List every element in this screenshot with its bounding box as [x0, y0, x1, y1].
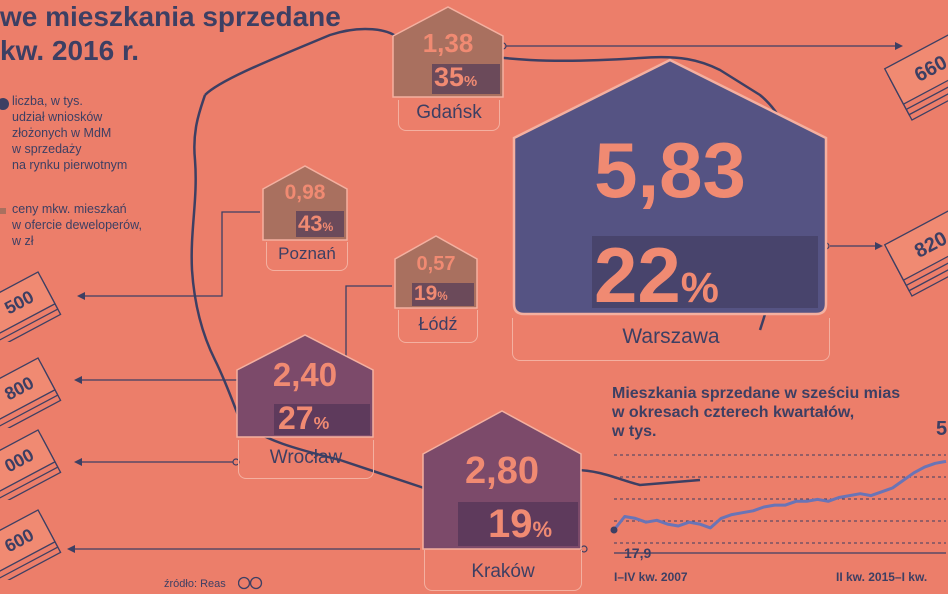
bill-stack-left-4: 600 — [0, 509, 62, 580]
house-wroclaw: 2,40 27% — [236, 334, 374, 438]
legend-line-6: ceny mkw. mieszkań — [12, 202, 127, 216]
warszawa-count: 5,83 — [594, 126, 746, 214]
legend-count-icon — [0, 98, 9, 110]
wroclaw-count: 2,40 — [272, 356, 338, 393]
lodz-share-value: 19 — [414, 282, 438, 305]
chart-title-line-1: Mieszkania sprzedane w sześciu mias — [612, 385, 901, 402]
chart-first-value-label: 17,9 — [624, 545, 652, 561]
connector-lines — [75, 45, 895, 550]
legend-line-3: złożonych w MdM — [12, 126, 112, 140]
title-line-1: we mieszkania sprzedane — [0, 1, 341, 32]
house-warszawa: 5,83 22% — [512, 58, 828, 316]
krakow-share: 19% — [488, 502, 552, 547]
chart-x-end-label: II kw. 2015–I kw. — [836, 570, 928, 584]
chart-x-start-label: I–IV kw. 2007 — [614, 570, 688, 584]
warszawa-share: 22% — [594, 234, 719, 329]
chart-first-point — [610, 526, 618, 534]
poznan-share-value: 43 — [298, 211, 323, 236]
poznan-count: 0,98 — [284, 181, 326, 204]
legend-line-4: w sprzedaży — [12, 142, 82, 156]
legend-price-icon — [0, 208, 6, 214]
label-poznan: Poznań — [266, 242, 348, 271]
source-note: źródło: Reas — [164, 578, 226, 590]
krakow-name: Kraków — [471, 561, 535, 582]
poznan-name: Poznań — [278, 244, 336, 263]
house-krakow: 2,80 19% — [422, 410, 582, 550]
house-wroclaw-shape — [236, 334, 374, 438]
lodz-pct-sign: % — [437, 291, 448, 303]
house-lodz: 0,57 19% — [394, 235, 478, 309]
bill-stack-left-1: 500 — [0, 271, 62, 342]
poland-outline-west — [190, 94, 431, 492]
krakow-count: 2,80 — [465, 450, 539, 492]
chart-grid — [614, 454, 946, 554]
poland-outline-south — [574, 468, 701, 487]
legend-line-7: w ofercie deweloperów, — [12, 218, 142, 232]
line-chart — [610, 454, 947, 554]
warszawa-name: Warszawa — [622, 325, 720, 348]
legend-line-8: w zł — [12, 234, 34, 248]
wroclaw-share-value: 27 — [278, 400, 314, 436]
poznan-share: 43% — [298, 211, 333, 237]
house-poznan: 0,98 43% — [262, 165, 348, 241]
warszawa-share-value: 22 — [594, 231, 681, 319]
bill-stack-left-2: 800 — [0, 357, 62, 428]
warszawa-pct-sign: % — [680, 264, 719, 312]
house-lodz-shape — [394, 235, 478, 309]
house-gdansk-shape — [392, 6, 504, 98]
krakow-pct-sign: % — [532, 517, 553, 542]
label-krakow: Kraków — [424, 550, 582, 591]
lodz-share: 19% — [414, 282, 448, 306]
lodz-count: 0,57 — [416, 253, 456, 275]
chart-title-line-3: w tys. — [612, 423, 657, 440]
label-gdansk: Gdańsk — [398, 100, 500, 131]
bill-stack-left-3: 000 — [0, 429, 62, 500]
source-text: źródło: Reas — [164, 578, 226, 590]
chart-title: Mieszkania sprzedane w sześciu mias w ok… — [612, 384, 900, 441]
label-warszawa: Warszawa — [512, 318, 830, 361]
house-krakow-shape — [422, 410, 582, 550]
gdansk-share-value: 35 — [434, 62, 465, 92]
lodz-name: Łódź — [418, 314, 458, 334]
wroclaw-share: 27% — [278, 400, 329, 437]
gdansk-count: 1,38 — [422, 28, 474, 58]
gdansk-name: Gdańsk — [416, 102, 482, 123]
title-line-2: kw. 2016 r. — [0, 35, 140, 66]
connector-arrows — [67, 42, 903, 553]
poznan-pct-sign: % — [322, 220, 334, 234]
house-gdansk: 1,38 35% — [392, 6, 504, 98]
chart-series-line — [612, 459, 947, 531]
page-title: we mieszkania sprzedane kw. 2016 r. — [0, 0, 341, 68]
bill-stack-gdansk: 660 — [883, 25, 948, 121]
wroclaw-pct-sign: % — [313, 413, 330, 433]
legend-line-1: liczba, w tys. — [12, 94, 83, 108]
krakow-share-value: 19 — [488, 502, 533, 546]
gdansk-pct-sign: % — [464, 74, 478, 90]
bill-stack-warszawa: 820 — [883, 201, 948, 297]
house-poznan-shape — [262, 165, 348, 241]
legend-line-2: udział wniosków — [12, 110, 103, 124]
wroclaw-name: Wrocław — [269, 447, 343, 468]
chart-last-value-label: 5 — [936, 418, 948, 440]
label-lodz: Łódź — [398, 310, 478, 343]
label-wroclaw: Wrocław — [238, 440, 374, 479]
legend-line-5: na rynku pierwotnym — [12, 158, 128, 172]
house-warszawa-shape — [512, 58, 828, 316]
chart-title-line-2: w okresach czterech kwartałów, — [612, 404, 855, 421]
gdansk-share: 35% — [434, 62, 477, 93]
copyright-logo-icon — [238, 576, 263, 590]
